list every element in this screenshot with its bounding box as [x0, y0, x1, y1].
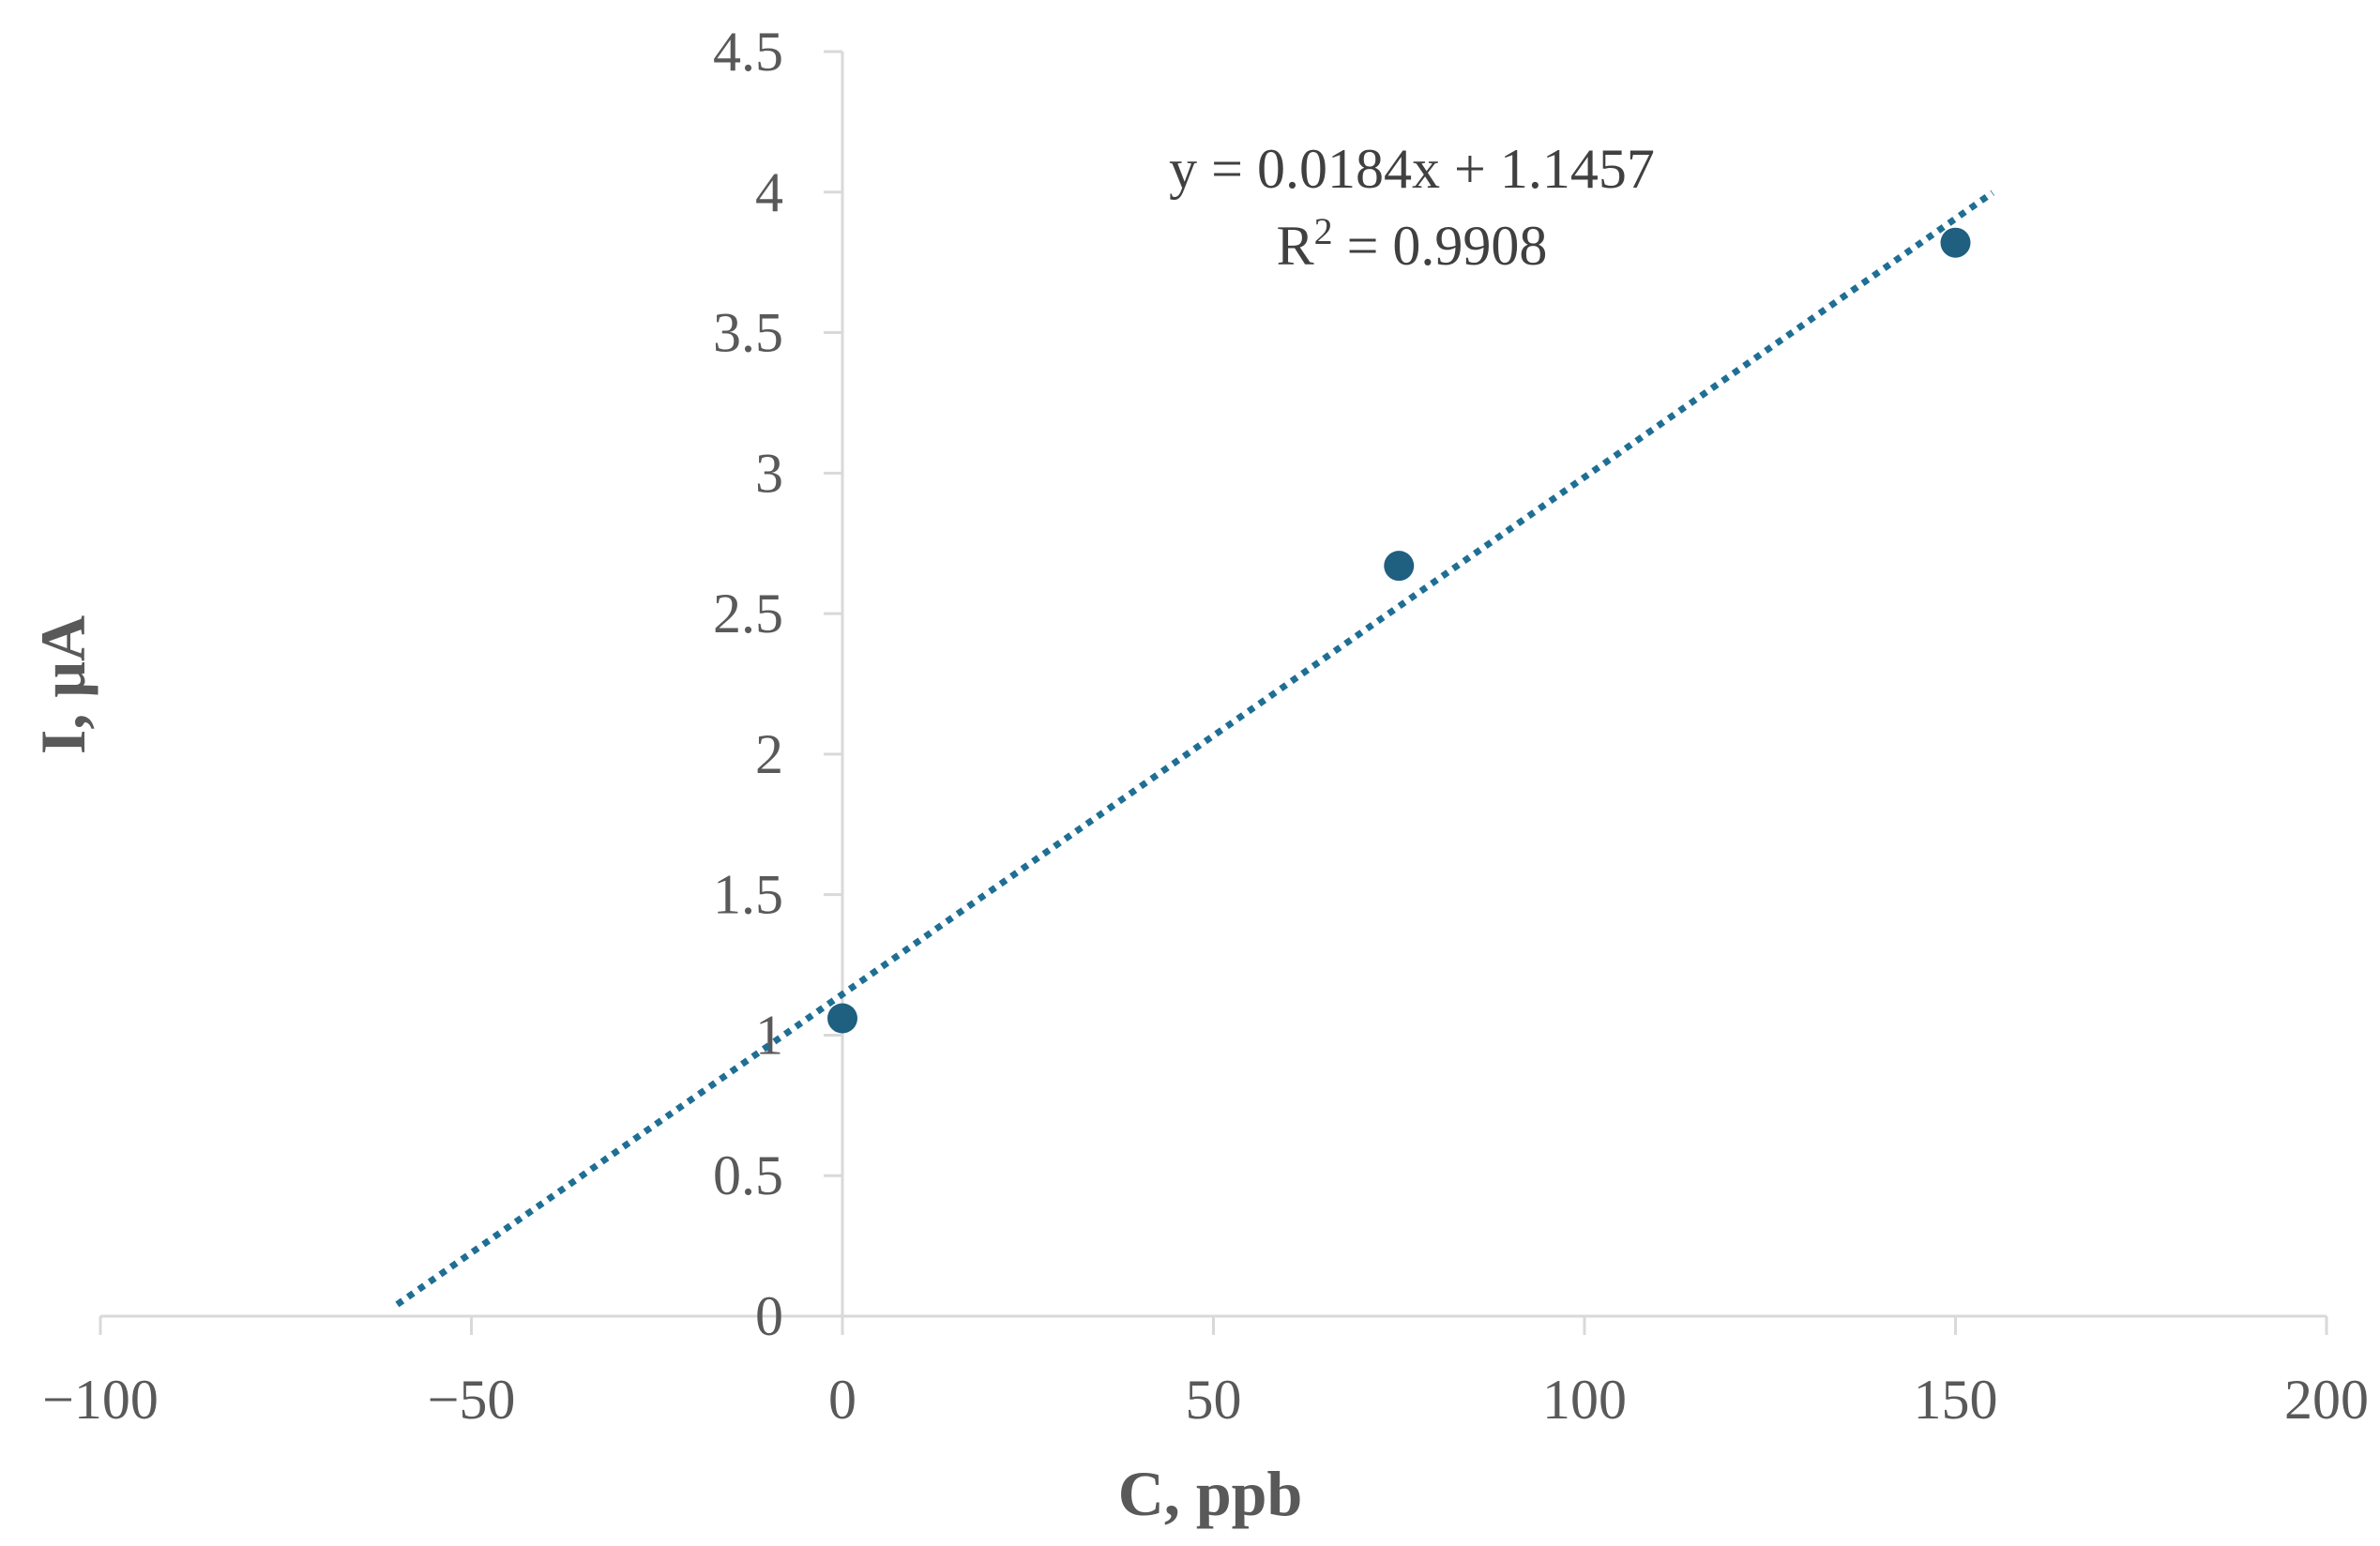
x-axis-title: C, ppb: [1118, 1458, 1303, 1529]
data-point: [1940, 227, 1971, 258]
r-squared-label: R2 = 0.9908: [1277, 210, 1548, 277]
y-tick-label: 2.5: [713, 583, 783, 644]
data-point: [1384, 551, 1415, 582]
y-tick-label: 3.5: [713, 302, 783, 364]
x-tick-label: 0: [828, 1369, 856, 1431]
r-squared-value: = 0.9908: [1333, 215, 1548, 277]
y-tick-label: 2: [755, 723, 783, 785]
y-tick-label: 1: [755, 1004, 783, 1066]
trendline-equation: y = 0.0184x + 1.1457: [1169, 138, 1655, 200]
y-tick-label: 0: [755, 1285, 783, 1347]
x-tick-label: 100: [1542, 1369, 1627, 1431]
trendline: [395, 189, 1995, 1308]
x-tick-label: −100: [42, 1369, 159, 1431]
tick-labels: −100 −50 0 50 100 150 200 0 0.5 1 1.5 2 2.5 3 3.5 4 4.5: [42, 21, 2369, 1431]
trendline-layer: [395, 189, 1995, 1308]
data-point: [827, 1003, 857, 1034]
x-tick-label: 150: [1914, 1369, 1998, 1431]
data-points: [827, 227, 1971, 1034]
y-tick-label: 0.5: [713, 1144, 783, 1206]
x-tick-label: 200: [2284, 1369, 2369, 1431]
y-tick-label: 4.5: [713, 21, 783, 83]
y-tick-label: 4: [755, 161, 783, 223]
y-axis-title: I, μA: [27, 615, 99, 754]
x-tick-label: −50: [428, 1369, 516, 1431]
y-tick-label: 1.5: [713, 864, 783, 926]
r-squared-symbol: R: [1277, 215, 1314, 277]
y-tick-label: 3: [755, 442, 783, 504]
r-squared-superscript: 2: [1314, 210, 1333, 252]
axes: [99, 50, 2328, 1335]
x-tick-label: 50: [1186, 1369, 1242, 1431]
